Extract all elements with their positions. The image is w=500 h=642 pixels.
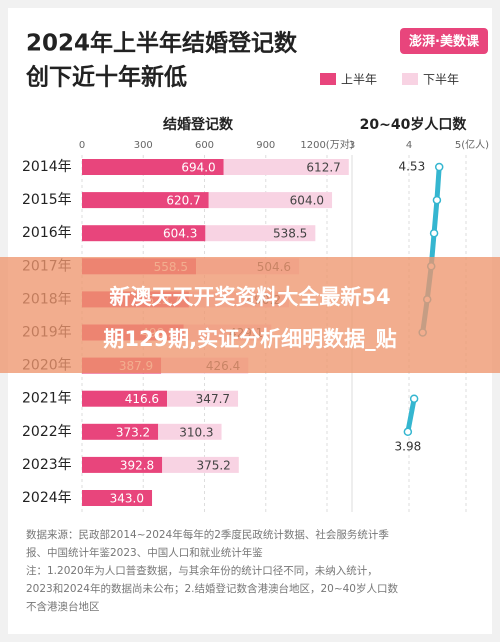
banner-text: 新澳天天开奖资料大全最新54 [109, 285, 390, 309]
bar [208, 192, 333, 209]
x-tick-label: 0 [79, 140, 85, 151]
x-tick-label: 5(亿人) [455, 138, 489, 151]
y-tick-label: 2021年 [22, 391, 72, 407]
value-label: 416.6 [125, 392, 159, 406]
value-label: 538.5 [273, 227, 307, 241]
bar [167, 390, 239, 407]
legend-swatch [402, 73, 418, 85]
bar [82, 192, 209, 209]
x-tick-label: 300 [134, 140, 153, 151]
note: 不含港澳台地区 [26, 600, 100, 613]
logo-box [400, 28, 488, 54]
value-label: 347.7 [196, 392, 230, 406]
point [432, 195, 442, 205]
title: 创下近十年新低 [25, 64, 187, 91]
bar [158, 423, 222, 440]
bar [82, 390, 168, 407]
bar [82, 159, 224, 175]
banner [0, 257, 500, 373]
bar [82, 490, 153, 506]
bar [162, 456, 239, 473]
bar [82, 456, 163, 473]
point [434, 162, 444, 172]
value-label: 4.53 [398, 160, 425, 174]
bar [82, 225, 206, 242]
legend-label: 上半年 [341, 73, 377, 87]
y-tick-label: 2024年 [22, 490, 72, 506]
banner-text: 期129期,实证分析细明数据_贴 [103, 327, 396, 351]
x-tick-label: 1200(万对) [300, 138, 353, 151]
value-label: 604.0 [290, 194, 324, 208]
value-label: 375.2 [196, 458, 230, 472]
y-tick-label: 2016年 [22, 225, 72, 241]
point [403, 427, 413, 437]
logo: 澎湃·美数课 [409, 34, 480, 50]
value-label: 310.3 [179, 425, 213, 439]
y-tick-label: 2023年 [22, 457, 72, 473]
value-label: 604.3 [163, 227, 197, 241]
y-tick-label: 2014年 [22, 159, 72, 175]
x-tick-label: 600 [195, 140, 214, 151]
x-tick-label: 900 [256, 140, 275, 151]
point [429, 228, 439, 238]
bar [205, 225, 316, 242]
value-label: 343.0 [110, 492, 144, 506]
bar [82, 423, 159, 440]
value-label: 620.7 [166, 194, 200, 208]
title: 2024年上半年结婚登记数 [26, 30, 298, 57]
value-label: 373.2 [116, 425, 150, 439]
value-label: 3.98 [395, 439, 422, 453]
value-label: 392.8 [120, 458, 154, 472]
note: 数据来源：民政部2014~2024年每年的2季度民政统计数据、社会服务统计季 [26, 528, 389, 541]
y-tick-label: 2022年 [22, 424, 72, 440]
value-label: 612.7 [306, 161, 340, 175]
legend-label: 下半年 [423, 73, 459, 87]
y-tick-label: 2015年 [22, 192, 72, 208]
x-tick-label: 4 [406, 140, 412, 151]
x-tick-label: 3 [349, 140, 355, 151]
panel-title: 20~40岁人口数 [360, 116, 468, 133]
point [409, 394, 419, 403]
legend-swatch [320, 73, 336, 85]
note: 报、中国统计年鉴2023、中国人口和就业统计年鉴 [26, 546, 263, 559]
value-label: 694.0 [181, 161, 215, 175]
panel-title: 结婚登记数 [163, 116, 234, 133]
note: 注：1.2020年为人口普查数据，与其余年份的统计口径不同，未纳入统计， [26, 564, 378, 577]
note: 2023和2024年的数据尚未公布；2.结婚登记数含港澳台地区，20~40岁人口… [26, 582, 398, 595]
bar [223, 159, 349, 175]
